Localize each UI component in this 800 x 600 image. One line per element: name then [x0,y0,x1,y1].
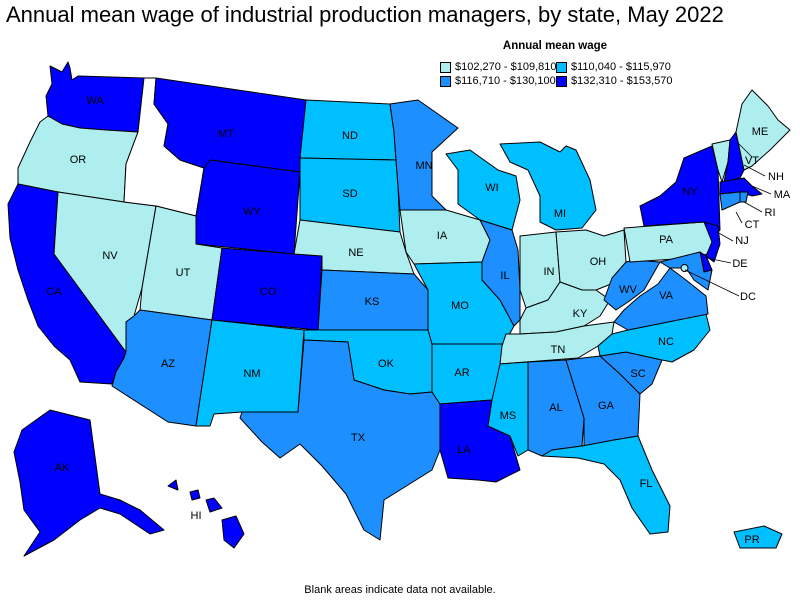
state-label-wa: WA [86,95,104,107]
state-label-mi: MI [554,208,566,220]
legend-swatch [556,75,567,87]
state-label-wv: WV [619,284,637,296]
state-label-oh: OH [590,256,607,268]
state-va [613,267,709,331]
state-label-hi: HI [191,510,202,522]
state-label-vt: VT [745,155,759,167]
state-label-ny: NY [682,186,698,198]
state-label-ct: CT [745,219,760,231]
state-dc [680,264,689,272]
state-il [479,219,521,327]
state-label-az: AZ [161,358,175,370]
state-label-ga: GA [598,400,615,412]
state-label-la: LA [457,444,471,456]
state-label-nh: NH [768,171,784,183]
state-nc [597,313,711,363]
state-label-ia: IA [437,230,448,242]
state-sd [299,157,401,233]
state-label-va: VA [659,290,674,302]
state-label-nd: ND [342,130,358,142]
state-label-ky: KY [573,308,588,320]
state-ny [639,145,721,237]
state-label-tn: TN [551,344,566,356]
state-label-mn: MN [415,160,432,172]
legend-swatch [440,75,451,87]
state-label-al: AL [549,402,562,414]
state-label-ri: RI [765,207,776,219]
state-fl [541,435,671,535]
legend-title: Annual mean wage [502,40,608,52]
footnote: Blank areas indicate data not available. [304,584,496,596]
state-ri [739,191,749,203]
state-label-pr: PR [744,534,759,546]
state-label-or: OR [70,154,87,166]
state-label-mt: MT [218,128,234,140]
state-ms [487,361,529,457]
state-nj [703,221,721,263]
state-pr [733,525,783,549]
state-label-wy: WY [243,206,261,218]
state-label-ak: AK [55,462,70,474]
state-label-ma: MA [774,189,791,201]
state-wi [445,149,521,231]
state-label-nc: NC [658,336,674,348]
state-me [735,89,791,171]
state-label-ms: MS [500,410,517,422]
state-label-fl: FL [640,478,653,490]
state-ct [719,191,741,211]
state-label-il: IL [500,270,509,282]
state-label-nv: NV [102,250,118,262]
state-label-nj: NJ [735,235,748,247]
legend-item: $102,270 - $109,810 [440,61,557,73]
state-md [659,251,713,291]
legend-item: $110,040 - $115,970 [556,61,680,73]
legend-item: $116,710 - $130,100 [440,75,556,87]
state-wv [603,259,661,311]
state-label-de: DE [732,258,747,270]
state-label-sd: SD [342,188,357,200]
legend-swatch [440,61,451,73]
legend: Annual mean wage $102,270 - $109,810 $11… [440,40,680,87]
state-label-mo: MO [451,300,469,312]
state-hi [167,479,245,549]
state-label-pa: PA [659,234,674,246]
state-label-ca: CA [46,286,62,298]
state-label-tx: TX [351,432,366,444]
state-label-me: ME [752,126,769,138]
legend-label: $132,310 - $153,570 [571,75,673,87]
state-label-ne: NE [348,247,363,259]
map-title: Annual mean wage of industrial productio… [6,2,724,27]
state-vt [711,139,731,183]
state-label-nm: NM [243,368,260,380]
state-nm [195,319,305,427]
state-tx [239,339,441,541]
legend-label: $110,040 - $115,970 [571,61,671,73]
state-label-co: CO [260,286,277,298]
state-label-wi: WI [485,182,498,194]
state-label-dc: DC [740,291,756,303]
state-label-in: IN [544,266,555,278]
state-label-ok: OK [378,358,395,370]
legend-label: $102,270 - $109,810 [455,61,557,73]
state-label-ks: KS [365,296,380,308]
legend-label: $116,710 - $130,100 [455,75,556,87]
state-ak [13,409,165,557]
state-label-sc: SC [630,368,645,380]
legend-item: $132,310 - $153,570 [556,75,680,87]
legend-swatch [556,61,567,73]
state-label-ar: AR [454,367,469,379]
state-mi [499,141,597,231]
state-label-ut: UT [176,267,191,279]
